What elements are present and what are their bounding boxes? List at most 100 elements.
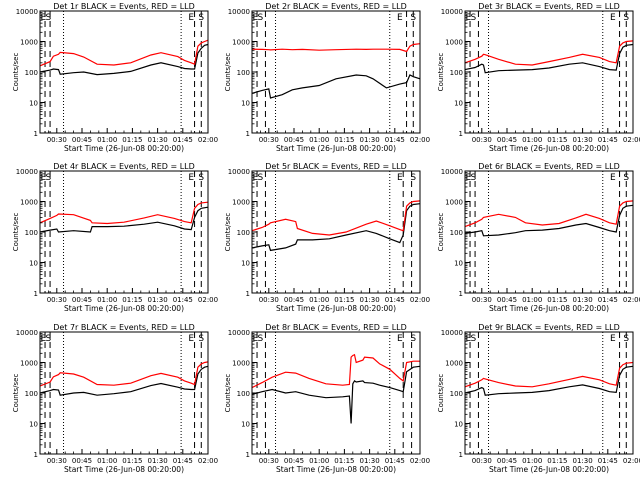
chart-title: Det 8r BLACK = Events, RED = LLD xyxy=(265,323,407,332)
x-tick-label: 02:00 xyxy=(623,457,640,465)
x-tick-label: 01:00 xyxy=(309,457,329,465)
x-tick-label: 00:45 xyxy=(284,296,304,304)
y-tick-label: 100 xyxy=(237,390,250,398)
x-tick-label: 02:00 xyxy=(410,457,430,465)
chart-title: Det 5r BLACK = Events, RED = LLD xyxy=(265,162,407,171)
y-tick-label: 10 xyxy=(241,260,250,268)
y-tick-label: 1 xyxy=(34,130,38,138)
y-tick-label: 10 xyxy=(29,100,38,108)
marker-label: S xyxy=(471,13,477,23)
x-tick-label: 01:15 xyxy=(547,136,567,144)
x-tick-label: 02:00 xyxy=(623,136,640,144)
marker-label: S xyxy=(46,173,52,183)
marker-label: S xyxy=(46,334,52,344)
marker-label: E xyxy=(41,334,47,344)
y-tick-label: 1000 xyxy=(232,199,250,207)
y-tick-label: 1000 xyxy=(232,39,250,47)
series-line-lld xyxy=(251,353,420,389)
y-tick-label: 10 xyxy=(241,100,250,108)
marker-label: S xyxy=(623,13,629,23)
y-axis-label: Counts/sec xyxy=(12,213,20,252)
y-tick-label: 1000 xyxy=(20,199,38,207)
x-tick-label: 01:15 xyxy=(122,296,142,304)
marker-label: S xyxy=(46,13,52,23)
marker-label: S xyxy=(258,13,264,23)
plot-frame xyxy=(251,10,421,134)
marker-label: S xyxy=(471,173,477,183)
y-tick-label: 100 xyxy=(25,390,38,398)
x-tick-label: 01:15 xyxy=(122,457,142,465)
x-tick-label: 01:30 xyxy=(148,136,168,144)
chart-title: Det 6r BLACK = Events, RED = LLD xyxy=(478,162,620,171)
marker-label: E xyxy=(253,334,259,344)
x-tick-label: 00:30 xyxy=(47,457,67,465)
plot-frame xyxy=(251,170,421,294)
series-line-events xyxy=(39,206,209,233)
x-tick-label: 02:00 xyxy=(623,296,640,304)
x-tick-label: 01:15 xyxy=(122,136,142,144)
y-tick-label: 1 xyxy=(246,130,250,138)
y-tick-label: 10000 xyxy=(441,168,463,176)
x-tick-label: 01:00 xyxy=(97,296,117,304)
x-tick-label: 01:00 xyxy=(522,457,542,465)
x-tick-label: 00:30 xyxy=(259,136,279,144)
series-line-lld xyxy=(251,43,421,53)
y-tick-label: 10000 xyxy=(16,8,38,16)
x-tick-label: 00:30 xyxy=(472,296,492,304)
y-axis-label: Counts/sec xyxy=(437,213,445,252)
series-line-events xyxy=(464,365,634,396)
x-tick-label: 00:45 xyxy=(284,136,304,144)
x-tick-label: 02:00 xyxy=(410,296,430,304)
y-axis-label: Counts/sec xyxy=(437,374,445,413)
x-tick-label: 00:45 xyxy=(497,296,517,304)
x-axis-label: Start Time (26-Jun-08 00:20:00) xyxy=(489,465,609,474)
x-tick-label: 00:45 xyxy=(497,136,517,144)
x-axis-label: Start Time (26-Jun-08 00:20:00) xyxy=(64,144,184,153)
marker-label: E xyxy=(253,13,259,23)
x-axis-label: Start Time (26-Jun-08 00:20:00) xyxy=(489,304,609,313)
x-axis-label: Start Time (26-Jun-08 00:20:00) xyxy=(64,465,184,474)
marker-label: E xyxy=(466,13,472,23)
y-tick-label: 10000 xyxy=(441,8,463,16)
x-tick-label: 00:30 xyxy=(47,296,67,304)
x-tick-label: 01:00 xyxy=(97,457,117,465)
x-tick-label: 01:45 xyxy=(598,296,618,304)
marker-label: E xyxy=(397,173,403,183)
x-tick-label: 01:30 xyxy=(148,457,168,465)
marker-label: S xyxy=(198,173,204,183)
y-axis-label: Counts/sec xyxy=(224,213,232,252)
marker-label: E xyxy=(41,13,47,23)
y-tick-label: 1 xyxy=(34,290,38,298)
chart-title: Det 3r BLACK = Events, RED = LLD xyxy=(478,2,620,11)
y-tick-label: 10 xyxy=(454,421,463,429)
marker-label: S xyxy=(198,334,204,344)
x-tick-label: 01:00 xyxy=(309,136,329,144)
y-tick-label: 10 xyxy=(454,260,463,268)
marker-label: E xyxy=(188,173,194,183)
x-tick-label: 01:30 xyxy=(360,296,380,304)
x-tick-label: 01:30 xyxy=(360,136,380,144)
x-tick-label: 01:15 xyxy=(334,296,354,304)
x-tick-label: 00:45 xyxy=(72,136,92,144)
marker-label: S xyxy=(410,334,416,344)
chart-title: Det 1r BLACK = Events, RED = LLD xyxy=(53,2,195,11)
marker-label: E xyxy=(610,173,616,183)
series-line-events xyxy=(464,204,634,237)
x-axis-label: Start Time (26-Jun-08 00:20:00) xyxy=(64,304,184,313)
series-line-events xyxy=(251,365,421,424)
y-tick-label: 10000 xyxy=(228,8,250,16)
chart-title: Det 7r BLACK = Events, RED = LLD xyxy=(53,323,195,332)
x-tick-label: 01:45 xyxy=(173,296,193,304)
x-tick-label: 01:00 xyxy=(522,136,542,144)
plot-frame xyxy=(464,170,634,294)
marker-label: E xyxy=(253,173,259,183)
x-tick-label: 00:30 xyxy=(472,457,492,465)
series-line-events xyxy=(39,43,209,76)
plot-frame xyxy=(251,331,421,455)
marker-label: S xyxy=(410,173,416,183)
